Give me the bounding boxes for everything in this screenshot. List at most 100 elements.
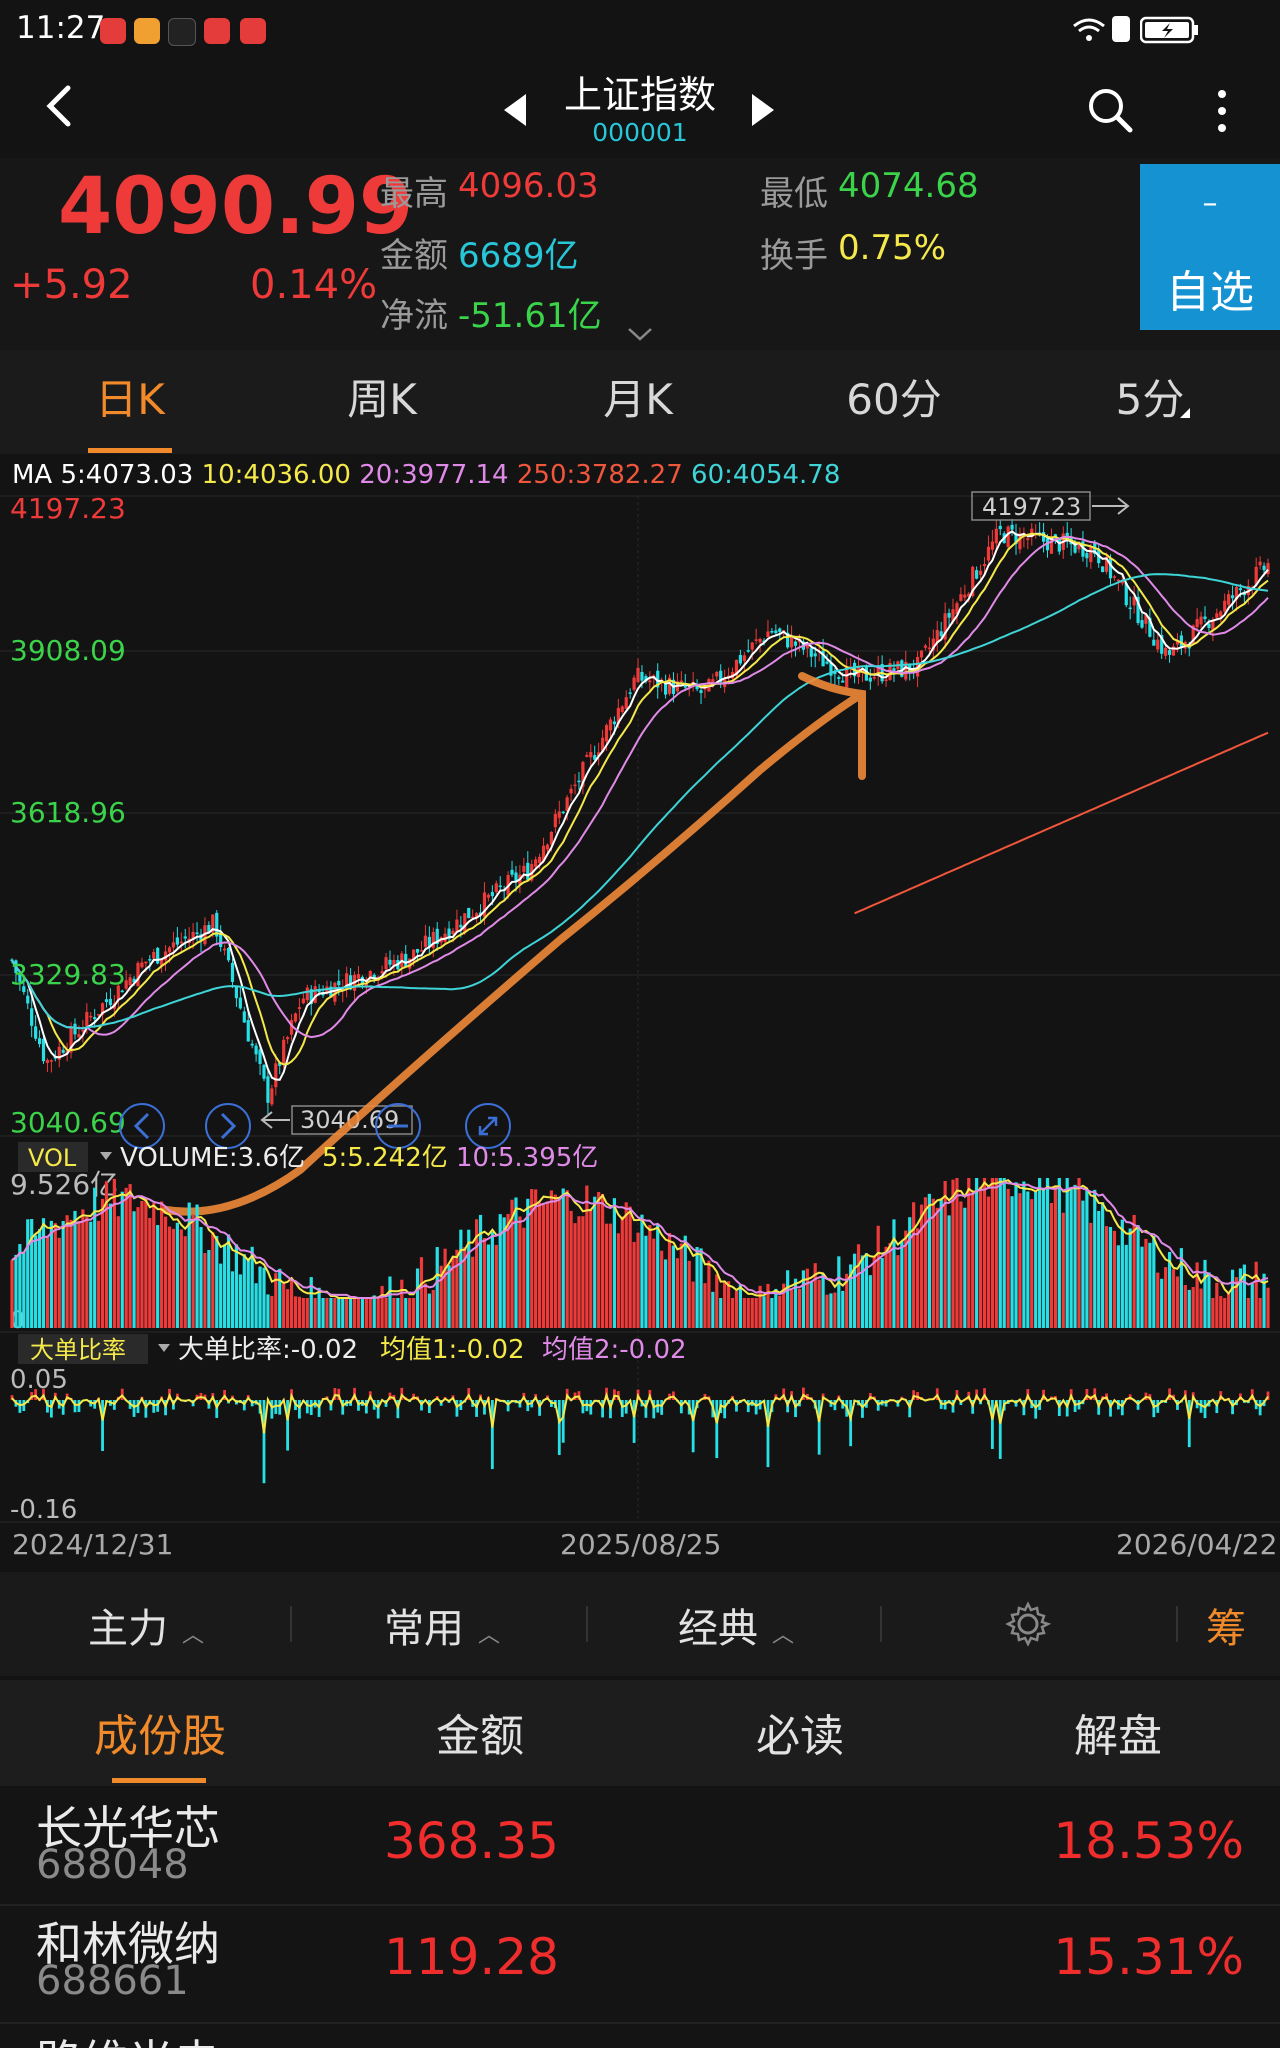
search-icon[interactable] [1086, 86, 1136, 136]
volume-bar [1108, 1226, 1113, 1328]
chip-distribution-button[interactable]: 筹 [1206, 1606, 1246, 1652]
favorite-minus-icon: – [1202, 186, 1218, 221]
tab-5min[interactable]: 5分 [1115, 375, 1185, 424]
tab-daily-k[interactable]: 日K [95, 375, 165, 424]
ma60-line [11, 573, 1269, 1030]
volume-bar [805, 1268, 809, 1328]
candle-body [604, 725, 609, 742]
scroll-right-icon[interactable] [205, 1103, 251, 1149]
toolbar-jingdian[interactable]: 经典 ︿ [678, 1596, 794, 1654]
ratio-bar [585, 1400, 589, 1412]
volume-bar [408, 1298, 412, 1328]
volume-bar [333, 1298, 337, 1328]
list-tabs [0, 1680, 1280, 1786]
candle-body [695, 684, 699, 690]
tab-weekly-k[interactable]: 周K [347, 375, 417, 424]
candle-body [10, 959, 14, 962]
scroll-left-icon[interactable] [119, 1103, 165, 1149]
stock-row[interactable] [0, 1906, 1280, 2024]
tab-analysis[interactable]: 解盘 [1074, 1711, 1162, 1762]
volume-bar [557, 1199, 561, 1328]
add-favorite-button[interactable] [1140, 164, 1280, 330]
candle-body [667, 677, 672, 694]
ratio-avg1-line [11, 1391, 1269, 1434]
tab-must-read[interactable]: 必读 [756, 1711, 844, 1762]
vol-ma5-label: 5:5.242亿 [322, 1143, 448, 1173]
next-index-icon[interactable] [748, 92, 778, 128]
volume-bar [325, 1298, 329, 1328]
chevron-down-icon[interactable] [626, 326, 654, 342]
volume-bar [711, 1291, 715, 1328]
candle-body [770, 631, 774, 633]
volume-bar [317, 1287, 321, 1328]
volume-bar [766, 1283, 770, 1328]
volume-bar [116, 1216, 120, 1328]
candle-body [1057, 539, 1061, 552]
app-notification-icon [204, 18, 230, 44]
candle-body [494, 883, 498, 892]
ma250-line [854, 731, 1269, 915]
ratio-bar [861, 1400, 864, 1418]
toolbar-zhuli[interactable]: 主力 ︿ [88, 1596, 204, 1654]
volume-bar [833, 1292, 837, 1328]
ratio-bar [691, 1400, 695, 1453]
candle-body [636, 667, 640, 683]
candle-body [286, 1037, 290, 1040]
more-menu-icon[interactable] [1212, 88, 1232, 134]
tab-60min[interactable]: 60分 [846, 375, 942, 424]
candle-body [293, 1013, 298, 1022]
ratio-bar [794, 1400, 797, 1418]
settings-gear-icon[interactable] [1004, 1600, 1052, 1648]
price-change-percent: 0.14% [250, 262, 378, 308]
volume-bar [352, 1298, 357, 1328]
volume-bar [864, 1253, 868, 1328]
ratio-value-label: 大单比率:-0.02 [178, 1335, 358, 1365]
candle-body [845, 666, 849, 688]
candle-body [719, 670, 723, 683]
ratio-bar [337, 1388, 341, 1400]
candle-body [447, 928, 451, 939]
volume-bar [215, 1236, 219, 1328]
prev-index-icon[interactable] [500, 92, 530, 128]
volume-bar [1022, 1181, 1026, 1328]
stock-row[interactable]: 路维光电 [0, 2024, 1280, 2048]
volume-bar [667, 1232, 672, 1328]
volume-bar [1207, 1272, 1211, 1328]
price-change: +5.92 [10, 262, 133, 308]
toolbar-changyong[interactable]: 常用 ︿ [384, 1596, 500, 1654]
volume-bar [1041, 1187, 1046, 1328]
volume-bar [1136, 1225, 1140, 1328]
candle-body [345, 973, 349, 987]
candle-body [41, 1038, 46, 1062]
volume-bar [1152, 1235, 1156, 1328]
candle-body [455, 919, 459, 932]
ratio-bar [766, 1400, 770, 1468]
tab-monthly-k[interactable]: 月K [603, 375, 673, 424]
tab-constituents[interactable]: 成份股 [94, 1711, 226, 1762]
volume-bar [1219, 1296, 1223, 1328]
back-arrow-icon[interactable] [40, 82, 80, 130]
y-axis-label: 3908.09 [10, 634, 126, 667]
candle-body [608, 719, 613, 731]
volume-bar [242, 1254, 246, 1328]
candle-body [514, 872, 518, 883]
ratio-bar [660, 1400, 664, 1415]
fullscreen-icon[interactable] [465, 1103, 511, 1149]
volume-bar [1010, 1196, 1014, 1328]
stock-row[interactable] [0, 1788, 1280, 1906]
amount-label: 金额 [380, 236, 448, 276]
candle-body [435, 928, 439, 944]
volume-bar [49, 1220, 53, 1328]
candle-body [711, 679, 715, 685]
candle-body [124, 980, 128, 989]
candle-body [289, 1020, 294, 1035]
kline-chart[interactable]: 4197.23 3908.09 3618.96 3329.83 3040.69 … [0, 456, 1280, 1560]
volume-bar [459, 1229, 463, 1328]
candle-body [703, 688, 707, 690]
volume-bar [1002, 1178, 1006, 1328]
zoom-out-icon[interactable] [375, 1103, 421, 1149]
volume-bar [1085, 1190, 1089, 1328]
tab-amount[interactable]: 金额 [436, 1711, 524, 1762]
candle-body [624, 697, 628, 709]
volume-bar [908, 1217, 912, 1328]
